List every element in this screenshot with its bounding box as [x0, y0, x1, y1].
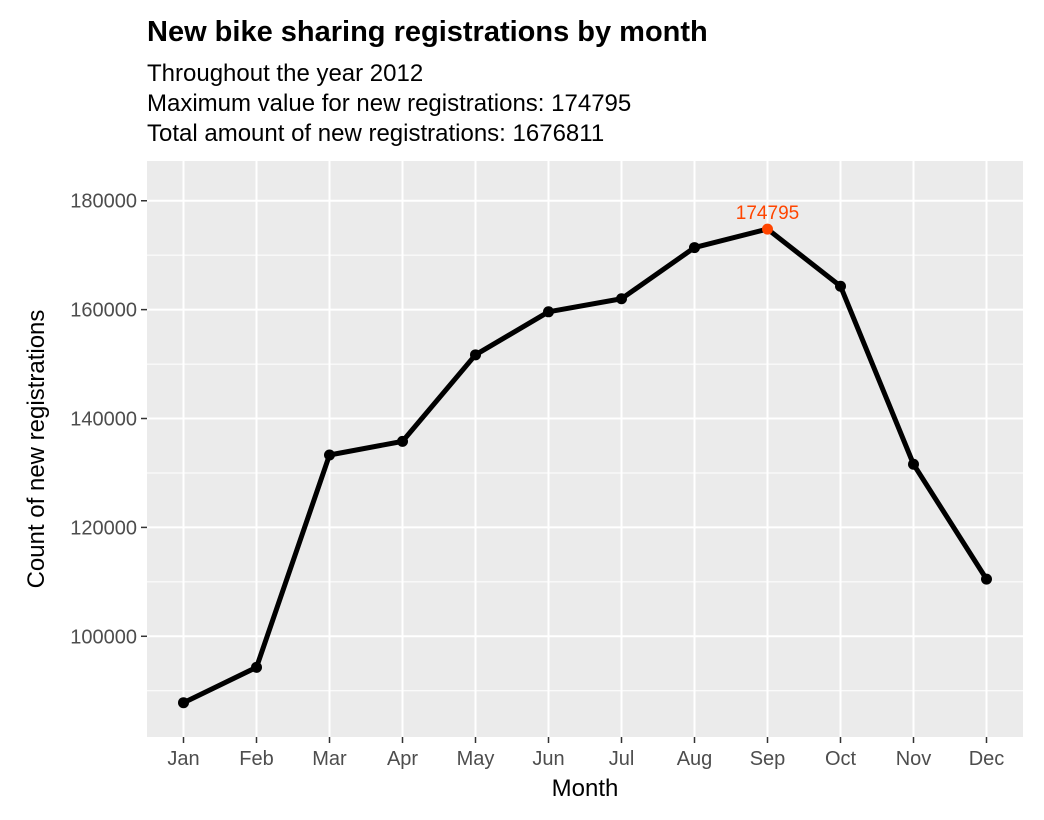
data-point — [908, 458, 919, 470]
x-tick-label: Jul — [609, 748, 635, 770]
data-point — [835, 280, 846, 292]
y-axis-ticks: 100000 120000 140000 160000 180000 — [70, 191, 147, 648]
x-axis-ticks: Jan Feb Mar Apr May Jun Jul Aug Sep Oct Nov Dec — [167, 737, 1004, 770]
data-point — [178, 697, 189, 709]
x-tick-label: Apr — [387, 748, 418, 770]
data-point — [616, 293, 627, 305]
max-data-point — [762, 223, 773, 235]
x-tick-label: Mar — [312, 748, 347, 770]
data-point — [251, 661, 262, 673]
series: 174795 — [178, 203, 992, 709]
data-point — [543, 306, 554, 318]
gridlines — [147, 161, 1023, 737]
x-tick-label: Feb — [239, 748, 273, 770]
subtitle-year: Throughout the year 2012 — [147, 60, 424, 87]
x-tick-label: Jun — [532, 748, 564, 770]
y-axis-title: Count of new registrations — [23, 310, 50, 589]
data-point — [981, 573, 992, 585]
series-line — [181, 226, 989, 706]
y-tick-label: 140000 — [70, 409, 137, 431]
y-tick-label: 160000 — [70, 300, 137, 322]
x-tick-label: May — [457, 748, 495, 770]
x-tick-label: Aug — [677, 748, 713, 770]
data-point — [689, 242, 700, 254]
y-tick-label: 120000 — [70, 517, 137, 539]
x-tick-label: Sep — [750, 748, 786, 770]
x-tick-label: Dec — [969, 748, 1005, 770]
data-point — [324, 449, 335, 461]
y-tick-label: 100000 — [70, 626, 137, 648]
plot-panel — [147, 161, 1023, 737]
chart-title: New bike sharing registrations by month — [147, 16, 708, 48]
subtitle-total: Total amount of new registrations: 16768… — [147, 120, 605, 147]
x-tick-label: Nov — [896, 748, 932, 770]
max-value-label: 174795 — [736, 203, 799, 224]
x-tick-label: Jan — [167, 748, 199, 770]
x-tick-label: Oct — [825, 748, 857, 770]
subtitle-maximum: Maximum value for new registrations: 174… — [147, 90, 632, 117]
y-tick-label: 180000 — [70, 191, 137, 213]
data-point — [470, 349, 481, 361]
x-axis-title: Month — [552, 775, 619, 802]
data-point — [397, 435, 408, 447]
